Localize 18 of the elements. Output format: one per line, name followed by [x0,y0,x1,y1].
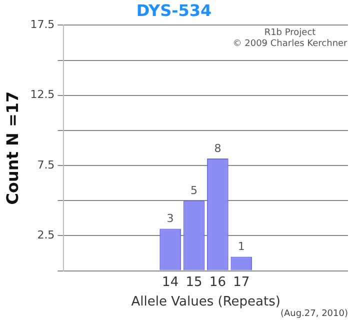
data-label: 3 [166,212,174,226]
annotation: © 2009 Charles Kerchner [232,39,348,50]
y-tick-label: 12.5 [30,88,55,102]
data-label: 5 [190,184,198,197]
x-axis-title: Allele Values (Repeats) [131,294,280,310]
x-tick-label: 16 [209,274,226,290]
x-tick-label: 15 [186,274,202,290]
y-tick-label: 7.5 [37,158,55,172]
y-axis-title: Count N =17 [2,91,22,205]
y-tick-label: 2.5 [37,228,55,242]
text: (Aug.27, 2010) [280,309,348,319]
annotation: R1b Project [264,28,316,38]
data-label: 8 [214,142,222,155]
chart-title: DYS-534 [136,0,212,20]
x-tick-label: 14 [162,274,179,290]
data-label: 1 [238,240,245,254]
x-tick-label: 17 [233,274,250,290]
y-tick-label: 17.5 [30,18,55,32]
